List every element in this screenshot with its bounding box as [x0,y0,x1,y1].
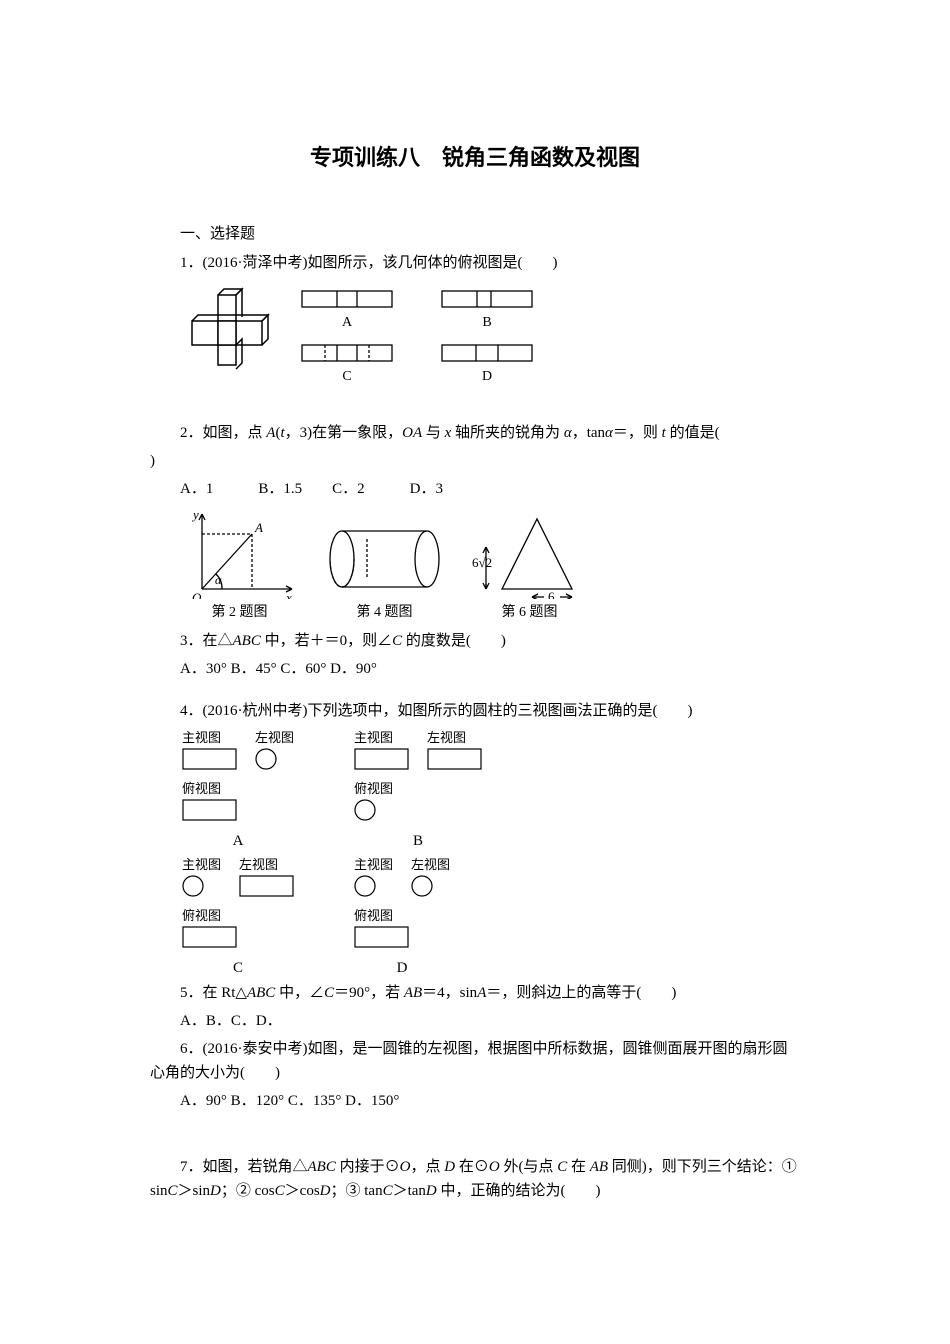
q4-figure [317,509,452,599]
svg-text:x: x [285,590,292,599]
q4-opt-a: A [182,833,294,850]
q2-q4-q6-figures: A y x O α 第 2 题图 第 4 题图 [182,509,800,621]
q1-text: 1．(2016·菏泽中考)如图所示，该几何体的俯视图是( ) [150,251,800,275]
q6-options: A．90° B．120° C．135° D．150° [150,1089,800,1113]
q4b-left-label: 左视图 [427,727,482,746]
q4a-left-label: 左视图 [255,727,294,746]
q1-opt-d: D [437,369,537,385]
svg-text:α: α [215,573,222,587]
q6-text: 6．(2016·泰安中考)如图，是一圆锥的左视图，根据图中所标数据，圆锥侧面展开… [150,1037,800,1085]
q1-opt-c: C [297,369,397,385]
q4c-left-label: 左视图 [239,854,294,873]
q4a-top-label: 俯视图 [182,778,294,797]
q2-close: ) [150,449,800,473]
q4-option-row2: 主视图 左视图 俯视图 C 主视图 左视图 俯视图 [182,854,800,977]
q4-text: 4．(2016·杭州中考)下列选项中，如图所示的圆柱的三视图画法正确的是( ) [150,699,800,723]
q4c-main-label: 主视图 [182,854,221,873]
fig2-label: 第 2 题图 [182,601,297,621]
q4d-top-label: 俯视图 [354,905,450,924]
fig6-label: 第 6 题图 [472,601,587,621]
q2-options: A．1 B．1.5 C．2 D．3 [150,477,800,501]
q4d-left-label: 左视图 [411,854,450,873]
q6-figure: 6√2 6 [472,509,587,599]
q4b-top-label: 俯视图 [354,778,482,797]
q4b-main-label: 主视图 [354,727,409,746]
q4-opt-b: B [354,833,482,850]
q4c-top-label: 俯视图 [182,905,294,924]
q3-text: 3．在△ABC 中，若＋＝0，则∠C 的度数是( ) [150,629,800,653]
dim-6: 6 [548,589,555,599]
q5-options: A．B．C．D． [150,1009,800,1033]
q4-opt-c: C [182,960,294,977]
q1-solid [182,283,277,378]
q1-opt-b: B [437,315,537,331]
page-title: 专项训练八 锐角三角函数及视图 [150,140,800,172]
q4-opt-d: D [354,960,450,977]
q1-figures: A B C D [182,283,800,385]
svg-text:y: y [191,509,199,522]
dim-6sqrt2: 6√2 [472,555,492,570]
fig4-label: 第 4 题图 [317,601,452,621]
q1-options-grid: A B C D [297,283,537,385]
q4d-main-label: 主视图 [354,854,393,873]
q7-text: 7．如图，若锐角△ABC 内接于⊙O，点 D 在⊙O 外(与点 C 在 AB 同… [150,1155,800,1203]
q5-text: 5．在 Rt△ABC 中，∠C＝90°，若 AB＝4，sinA＝，则斜边上的高等… [150,981,800,1005]
q2-text: 2．如图，点 A(t，3)在第一象限，OA 与 x 轴所夹的锐角为 α，tanα… [150,421,800,445]
section-header: 一、选择题 [150,222,800,243]
svg-text:A: A [254,520,263,535]
q4-option-row1: 主视图 左视图 俯视图 A 主视图 左视图 俯视图 [182,727,800,850]
q2-figure: A y x O α [182,509,297,599]
q1-opt-a: A [297,315,397,331]
svg-text:O: O [192,590,202,599]
q4a-main-label: 主视图 [182,727,237,746]
q3-options: A．30° B．45° C．60° D．90° [150,657,800,681]
